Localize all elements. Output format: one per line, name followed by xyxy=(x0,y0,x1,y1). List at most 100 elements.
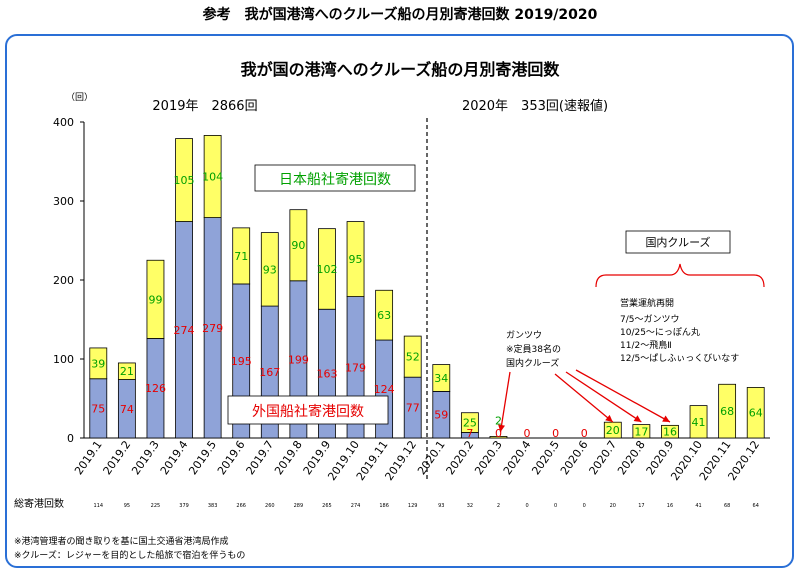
domestic-cruise-box xyxy=(625,230,731,254)
legend-domestic-label: 日本船社寄港回数 xyxy=(279,171,391,188)
data-label-foreign: 167 xyxy=(259,366,280,379)
data-label-foreign: 179 xyxy=(345,361,366,374)
annotation-arrow xyxy=(554,373,614,423)
total-value: 186 xyxy=(379,503,389,509)
total-value: 379 xyxy=(179,503,189,509)
guntsu-note-line: 国内クルーズ xyxy=(506,357,559,369)
domestic-cruise-label: 国内クルーズ xyxy=(645,235,710,249)
bar-domestic xyxy=(175,138,193,222)
total-value: 95 xyxy=(124,503,130,509)
data-label-domestic: 41 xyxy=(692,416,706,429)
data-label-domestic: 99 xyxy=(148,293,162,306)
page-title: 参考 我が国港湾へのクルーズ船の月別寄港回数 2019/2020 xyxy=(202,7,598,23)
total-value: 266 xyxy=(236,503,246,509)
bar-domestic xyxy=(432,364,451,392)
bar-domestic xyxy=(346,221,365,297)
legend-foreign-label: 外国船社寄港回数 xyxy=(252,403,364,420)
data-label-domestic: 20 xyxy=(606,424,620,437)
total-value: 0 xyxy=(583,503,586,509)
data-label-foreign: 59 xyxy=(434,409,448,422)
data-label-domestic: 63 xyxy=(377,309,391,322)
period-label-2019: 2019年 2866回 xyxy=(152,99,257,114)
y-tick-label: 300 xyxy=(53,195,74,208)
data-label-domestic: 90 xyxy=(291,239,305,252)
bar-domestic xyxy=(661,424,679,439)
total-value: 93 xyxy=(438,503,444,509)
data-label-domestic: 34 xyxy=(434,372,448,385)
annotation-arrowhead xyxy=(605,414,613,422)
x-tick-label: 2020.7 xyxy=(587,438,620,477)
data-label-foreign: 75 xyxy=(91,402,105,415)
bar-domestic xyxy=(632,424,651,439)
footnote-definition: ※クルーズ：レジャーを目的とした船旅で宿泊を伴うもの xyxy=(14,551,246,561)
bar-domestic xyxy=(689,405,708,439)
bar-domestic xyxy=(260,232,279,307)
data-label-domestic: 95 xyxy=(349,253,363,266)
data-label-domestic: 52 xyxy=(406,351,420,364)
domestic-cruise-bracket xyxy=(595,263,765,288)
x-tick-label: 2019.7 xyxy=(244,438,277,477)
x-tick-label: 2020.4 xyxy=(501,438,534,477)
data-label-foreign: 0 xyxy=(581,427,588,440)
total-value: 41 xyxy=(695,503,701,509)
data-label-domestic: 105 xyxy=(174,174,195,187)
data-label-domestic: 2 xyxy=(495,414,502,427)
y-tick-label: 200 xyxy=(53,274,74,287)
x-tick-label: 2020.8 xyxy=(615,438,648,477)
total-value: 64 xyxy=(753,503,759,509)
data-label-domestic: 68 xyxy=(720,405,734,418)
y-tick-label: 400 xyxy=(53,116,74,129)
chart-frame xyxy=(5,34,794,568)
x-tick-label: 2019.2 xyxy=(101,438,134,477)
guntsu-note-line: ガンツウ xyxy=(506,330,542,341)
resume-line: 7/5～ガンツウ xyxy=(620,314,680,325)
bar-domestic xyxy=(375,289,394,341)
y-tick-label: 100 xyxy=(53,353,74,366)
legend-foreign-box xyxy=(227,395,389,425)
data-label-domestic: 93 xyxy=(263,263,277,276)
x-tick-label: 2019.1 xyxy=(72,438,105,477)
x-tick-label: 2019.4 xyxy=(158,438,191,477)
annotation-arrowhead xyxy=(633,415,642,422)
bar-domestic xyxy=(203,135,222,218)
data-label-foreign: 77 xyxy=(406,402,420,415)
x-tick-label: 2020.2 xyxy=(444,438,477,477)
chart-title: 我が国の港湾へのクルーズ船の月別寄港回数 xyxy=(241,60,561,79)
total-value: 129 xyxy=(408,503,418,509)
annotation-arrowhead xyxy=(498,424,506,432)
totals-row-label: 総寄港回数 xyxy=(14,497,64,510)
total-value: 114 xyxy=(94,503,104,509)
annotation-arrowhead xyxy=(662,415,670,422)
bar-domestic xyxy=(117,362,136,380)
bar-domestic xyxy=(146,259,165,339)
x-tick-label: 2020.5 xyxy=(529,438,562,477)
total-value: 265 xyxy=(322,503,332,509)
bar-domestic xyxy=(746,387,765,439)
data-label-domestic: 64 xyxy=(749,407,763,420)
total-value: 383 xyxy=(208,503,218,509)
data-label-domestic: 71 xyxy=(234,250,248,263)
data-label-domestic: 102 xyxy=(316,263,337,276)
bar-domestic xyxy=(232,227,251,285)
x-tick-label: 2020.1 xyxy=(415,438,448,477)
total-value: 20 xyxy=(610,503,616,509)
x-tick-label: 2019.3 xyxy=(129,438,162,477)
data-label-foreign: 74 xyxy=(120,403,134,416)
x-tick-label: 2020.6 xyxy=(558,438,591,477)
total-value: 17 xyxy=(638,503,644,509)
data-label-domestic: 17 xyxy=(634,425,648,438)
data-label-domestic: 104 xyxy=(202,171,223,184)
data-label-domestic: 16 xyxy=(663,426,677,439)
data-label-foreign: 7 xyxy=(466,427,473,440)
annotation-arrow xyxy=(565,371,642,423)
data-label-foreign: 199 xyxy=(288,353,309,366)
total-value: 0 xyxy=(525,503,528,509)
bar-domestic xyxy=(489,436,508,439)
x-tick-label: 2019.6 xyxy=(215,438,248,477)
data-label-foreign: 0 xyxy=(495,427,502,440)
bar-domestic xyxy=(318,228,336,310)
total-value: 16 xyxy=(667,503,673,509)
bar-domestic xyxy=(89,347,108,380)
bar-domestic xyxy=(603,421,622,439)
data-label-domestic: 39 xyxy=(91,357,105,370)
